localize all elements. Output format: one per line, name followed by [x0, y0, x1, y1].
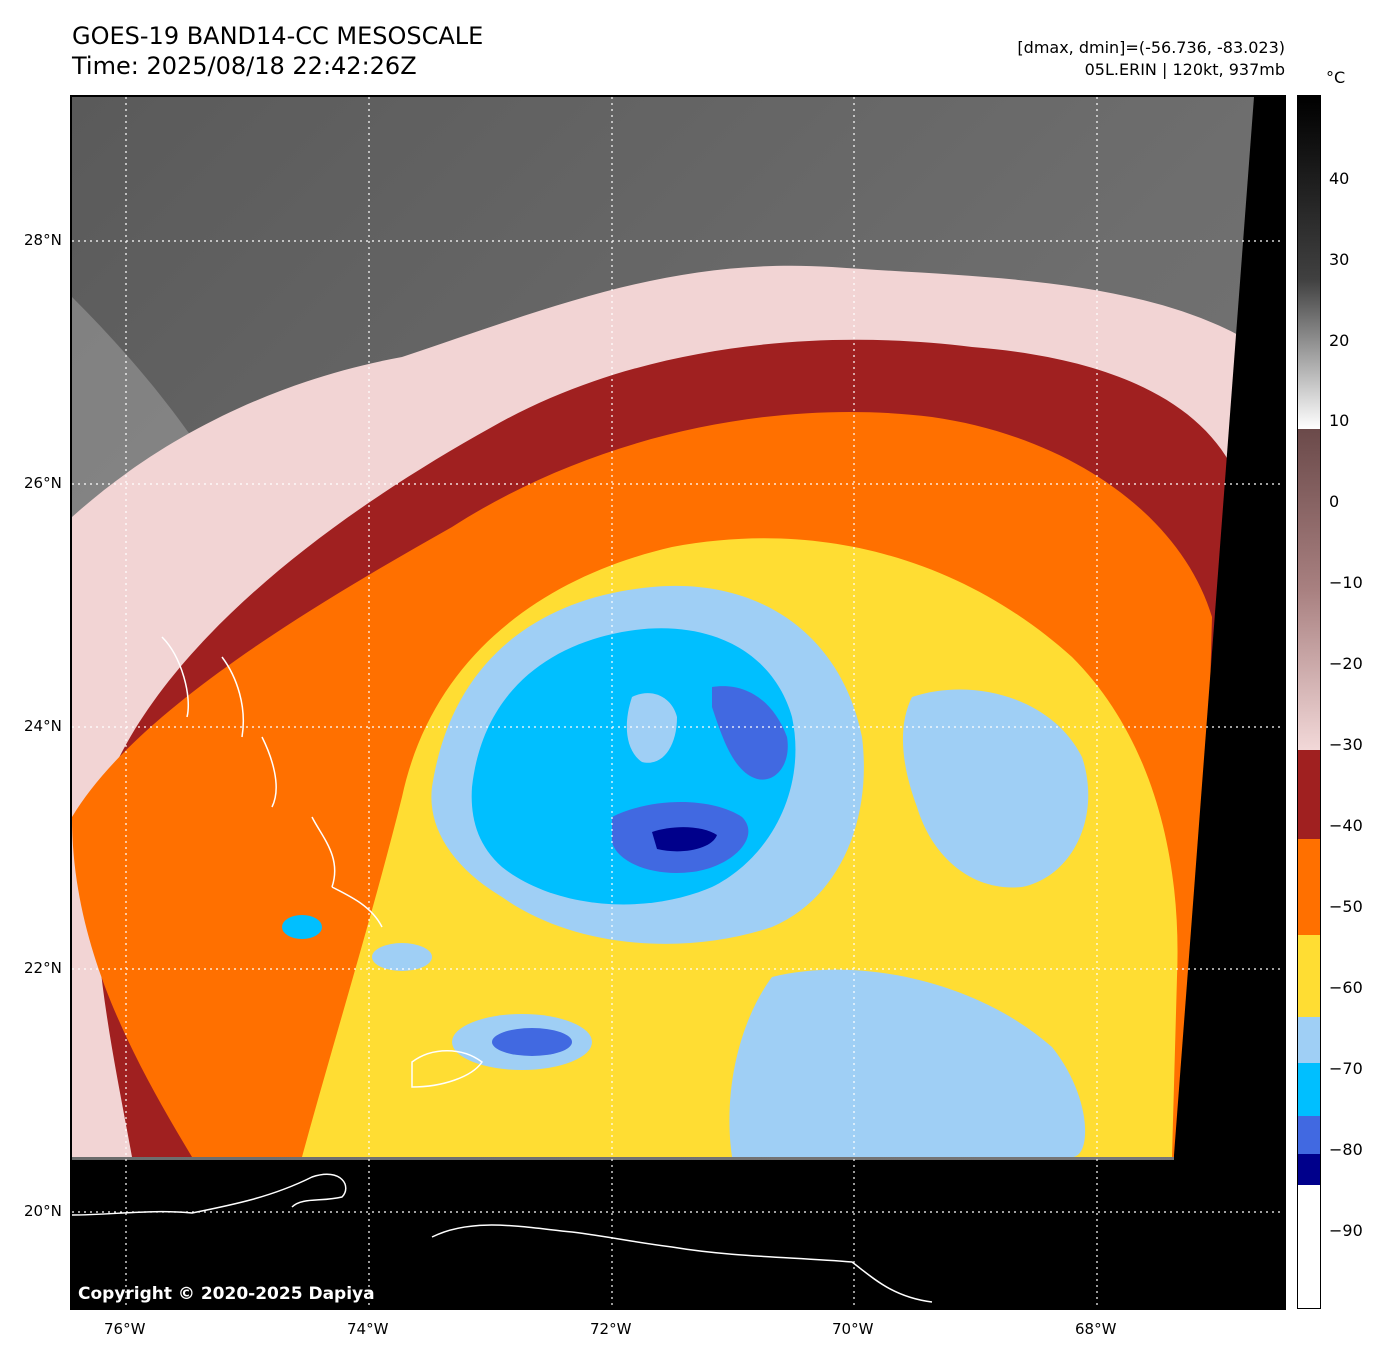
- colorbar-tick: −90: [1329, 1221, 1363, 1240]
- lon-label-70w: 70°W: [832, 1320, 874, 1338]
- blue-cold-band-east: [712, 686, 788, 780]
- colorbar-blue-segment: [1298, 1116, 1320, 1154]
- satellite-map: [70, 95, 1286, 1310]
- coldest-tops: [652, 827, 717, 852]
- chart-time: Time: 2025/08/18 22:42:26Z: [72, 52, 417, 80]
- lat-label-22n: 22°N: [24, 959, 62, 977]
- coastline-bahamas: [161, 636, 383, 928]
- colorbar-brown-segment: [1298, 429, 1320, 750]
- colorbar-gray-segment: [1298, 96, 1320, 429]
- graticule: [72, 97, 1284, 1308]
- colorbar-tick: 0: [1329, 492, 1340, 511]
- lat-label-20n: 20°N: [24, 1202, 62, 1220]
- no-data-south: [72, 1160, 1284, 1308]
- colorbar-orange-segment: [1298, 839, 1320, 935]
- lon-label-68w: 68°W: [1075, 1320, 1117, 1338]
- lon-label-74w: 74°W: [347, 1320, 389, 1338]
- colorbar-tick: −10: [1329, 573, 1363, 592]
- colorbar-tick: −30: [1329, 735, 1363, 754]
- coastline-hispaniola: [431, 1224, 933, 1303]
- colorbar-tick: 30: [1329, 250, 1350, 269]
- coastline-cuba: [72, 1173, 347, 1216]
- storm-info: 05L.ERIN | 120kt, 937mb: [1084, 60, 1285, 79]
- colorbar-tick: −80: [1329, 1140, 1363, 1159]
- colorbar-dark-red-segment: [1298, 750, 1320, 839]
- lon-label-72w: 72°W: [590, 1320, 632, 1338]
- colorbar-tick: 10: [1329, 411, 1350, 430]
- colorbar-tick: −60: [1329, 978, 1363, 997]
- eye-region: [626, 693, 677, 763]
- lat-label-24n: 24°N: [24, 717, 62, 735]
- convective-cell: [372, 943, 432, 971]
- colorbar: [1297, 95, 1321, 1309]
- dmax-dmin-readout: [dmax, dmin]=(-56.736, -83.023): [1017, 38, 1285, 57]
- satellite-imagery: [72, 97, 1284, 1308]
- colorbar-cyan-segment: [1298, 1063, 1320, 1116]
- chart-title: GOES-19 BAND14-CC MESOSCALE: [72, 22, 484, 50]
- colorbar-tick: 20: [1329, 331, 1350, 350]
- colorbar-dark-blue-segment: [1298, 1154, 1320, 1185]
- colorbar-tick: 40: [1329, 169, 1350, 188]
- colorbar-light-blue-segment: [1298, 1017, 1320, 1063]
- copyright-notice: Copyright © 2020-2025 Dapiya: [78, 1284, 375, 1304]
- convective-cell: [282, 915, 322, 939]
- colorbar-tick: −40: [1329, 816, 1363, 835]
- no-data-east: [1174, 97, 1284, 1160]
- colorbar-tick: −50: [1329, 897, 1363, 916]
- colorbar-yellow-segment: [1298, 935, 1320, 1017]
- colorbar-tick: −20: [1329, 654, 1363, 673]
- colorbar-unit: °C: [1326, 68, 1346, 87]
- convective-cell: [492, 1028, 572, 1056]
- coastline-turks-caicos: [411, 1050, 484, 1088]
- light-blue-east: [902, 689, 1089, 888]
- colorbar-scale: [1298, 96, 1320, 1308]
- lon-label-76w: 76°W: [104, 1320, 146, 1338]
- light-blue-south: [729, 969, 1086, 1157]
- colorbar-white-segment: [1298, 1185, 1320, 1308]
- colorbar-tick: −70: [1329, 1059, 1363, 1078]
- lat-label-26n: 26°N: [24, 474, 62, 492]
- lat-label-28n: 28°N: [24, 231, 62, 249]
